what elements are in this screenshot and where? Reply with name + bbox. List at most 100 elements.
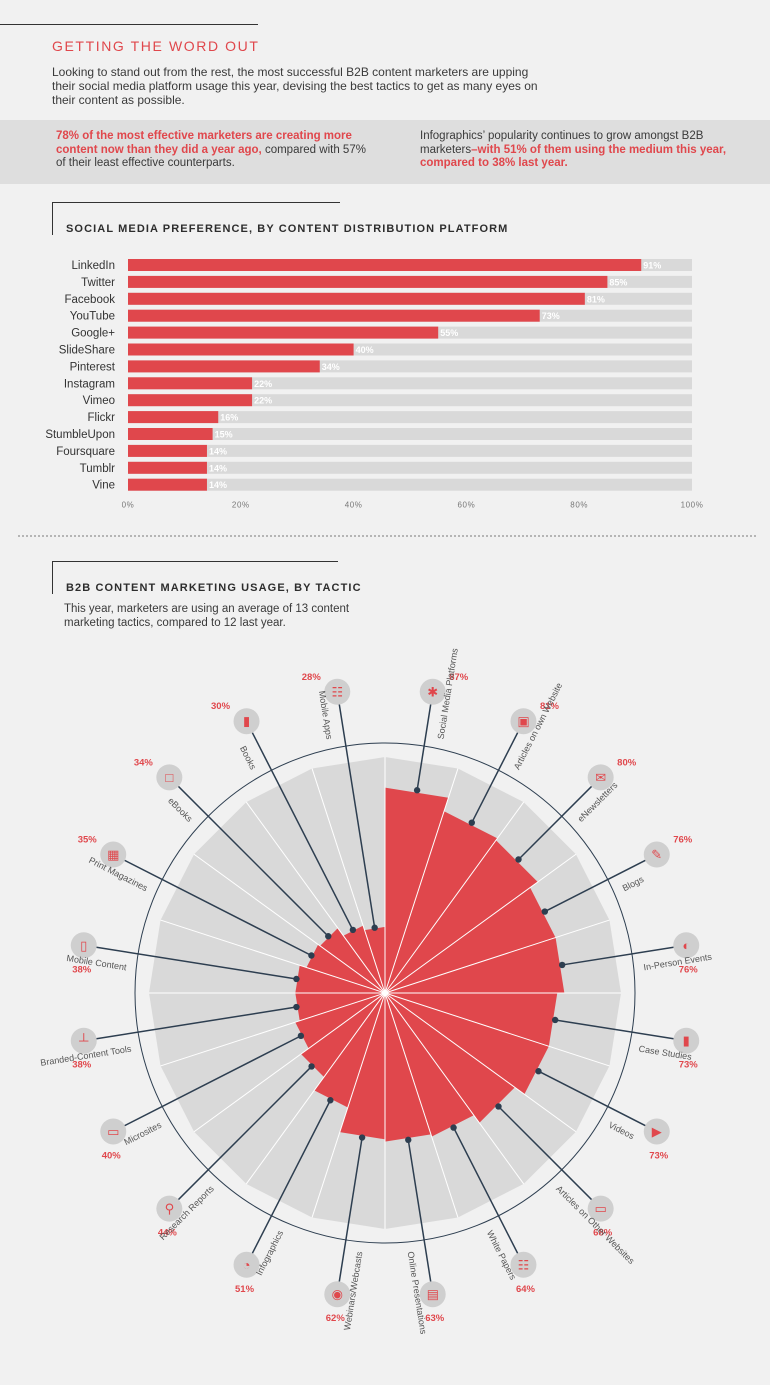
leader-line bbox=[452, 1127, 525, 1266]
x-tick-label: 60% bbox=[457, 501, 475, 510]
bar-value-label: 14% bbox=[209, 480, 227, 490]
broadcast-icon: ◉ bbox=[332, 1287, 343, 1302]
monitor-icon: ▭ bbox=[107, 1124, 119, 1139]
bar-value-label: 85% bbox=[609, 277, 627, 287]
share-icon: ✱ bbox=[427, 684, 438, 699]
bar-label: Vimeo bbox=[83, 395, 115, 407]
envelope-icon: ✉ bbox=[595, 770, 606, 785]
bar-label: Foursquare bbox=[56, 446, 115, 458]
bar-track bbox=[128, 478, 692, 491]
dotted-divider bbox=[18, 535, 756, 537]
tactic-value-label: 81% bbox=[540, 701, 560, 712]
leader-line bbox=[168, 1065, 313, 1210]
pie-chart-icon: ◔ bbox=[243, 1257, 251, 1272]
leader-line bbox=[562, 944, 687, 966]
bar-track bbox=[128, 411, 692, 424]
radial-bar bbox=[320, 928, 385, 993]
document-icon: ☷ bbox=[518, 1257, 530, 1272]
bar-value-label: 15% bbox=[215, 430, 233, 440]
radial-bar bbox=[385, 993, 515, 1123]
bar bbox=[128, 360, 320, 373]
leader-dot bbox=[413, 787, 421, 794]
leader-dot bbox=[551, 1016, 559, 1024]
icon-circle bbox=[587, 1195, 614, 1222]
section1-rule bbox=[52, 202, 340, 203]
leader-line bbox=[497, 1105, 602, 1210]
pencil-icon: ✎ bbox=[651, 847, 662, 862]
bar-value-label: 16% bbox=[220, 413, 238, 423]
leader-dot bbox=[535, 1068, 542, 1075]
bar-label: Facebook bbox=[64, 294, 115, 306]
leader-dot bbox=[349, 926, 357, 934]
tactic-value-label: 38% bbox=[72, 964, 92, 975]
bar-value-label: 14% bbox=[209, 463, 227, 473]
icon-circle bbox=[673, 1027, 700, 1054]
bar bbox=[128, 411, 219, 424]
radial-bar bbox=[385, 840, 538, 993]
radial-divider bbox=[311, 992, 386, 1218]
bar-value-label: 22% bbox=[254, 379, 272, 389]
bar bbox=[128, 478, 207, 491]
tactic-label: eBooks bbox=[166, 796, 195, 825]
radial-bar bbox=[314, 993, 385, 1108]
bar-track bbox=[128, 377, 692, 390]
tactic-value-label: 87% bbox=[449, 672, 469, 683]
leader-dot bbox=[495, 1103, 502, 1110]
tactic-value-label: 64% bbox=[516, 1284, 536, 1295]
radial-bar bbox=[385, 993, 549, 1095]
stat-left-highlight: 78% of the most effective marketers are … bbox=[56, 130, 352, 156]
bar-value-label: 55% bbox=[440, 328, 458, 338]
leader-line bbox=[407, 1139, 434, 1295]
radial-divider bbox=[384, 992, 525, 1185]
bar-value-label: 22% bbox=[254, 396, 272, 406]
icon-circle bbox=[643, 841, 670, 868]
radial-divider bbox=[245, 801, 386, 994]
bar-label: StumbleUpon bbox=[45, 429, 115, 441]
leader-line bbox=[555, 1019, 687, 1042]
bar bbox=[128, 394, 253, 407]
leader-line bbox=[471, 720, 525, 824]
radial-divider bbox=[384, 801, 525, 994]
radial-bar bbox=[343, 925, 385, 993]
radial-bar bbox=[385, 811, 498, 993]
leader-dot bbox=[450, 1124, 457, 1131]
tactic-radial-chart: ✱87%Social Media Platforms ▣81%Articles o… bbox=[40, 647, 713, 1335]
leader-line bbox=[83, 1006, 297, 1042]
apps-grid-icon: ☷ bbox=[331, 684, 343, 699]
tactic-label: Books bbox=[238, 744, 258, 771]
tactic-value-label: 34% bbox=[134, 757, 154, 768]
radial-divider bbox=[160, 992, 386, 1067]
leader-line bbox=[336, 691, 376, 928]
intro-text: Looking to stand out from the rest, the … bbox=[52, 65, 538, 107]
tactic-value-label: 76% bbox=[679, 964, 699, 975]
radial-bar bbox=[385, 937, 565, 993]
bar bbox=[128, 292, 585, 305]
x-tick-label: 40% bbox=[345, 501, 363, 510]
tactic-value-label: 80% bbox=[617, 757, 637, 768]
radial-bar bbox=[385, 787, 449, 993]
radial-bar bbox=[385, 887, 556, 993]
tactic-value-label: 35% bbox=[78, 835, 98, 846]
magnifier-icon: ⚲ bbox=[165, 1201, 175, 1216]
icon-circle bbox=[100, 841, 127, 868]
x-tick-label: 20% bbox=[232, 501, 250, 510]
tactic-value-label: 76% bbox=[673, 835, 693, 846]
stamp-icon: ┴ bbox=[78, 1033, 89, 1048]
leader-dot bbox=[293, 1003, 300, 1011]
icon-circle bbox=[70, 1027, 97, 1054]
leader-line bbox=[517, 776, 602, 861]
stat-right: Infographics’ popularity continues to gr… bbox=[420, 130, 740, 171]
outer-ring bbox=[134, 742, 636, 1244]
leader-dot bbox=[297, 1032, 305, 1040]
leader-line bbox=[538, 1070, 658, 1133]
tactic-value-label: 28% bbox=[302, 672, 322, 683]
radial-divider bbox=[245, 992, 386, 1185]
radial-divider bbox=[193, 853, 386, 994]
icon-circle bbox=[419, 678, 446, 705]
tactic-value-label: 38% bbox=[72, 1060, 92, 1071]
icon-circle bbox=[233, 1251, 260, 1278]
x-tick-label: 100% bbox=[681, 501, 704, 510]
bar-label: Vine bbox=[92, 480, 115, 492]
leader-line bbox=[245, 720, 354, 931]
radial-bar bbox=[306, 944, 385, 993]
